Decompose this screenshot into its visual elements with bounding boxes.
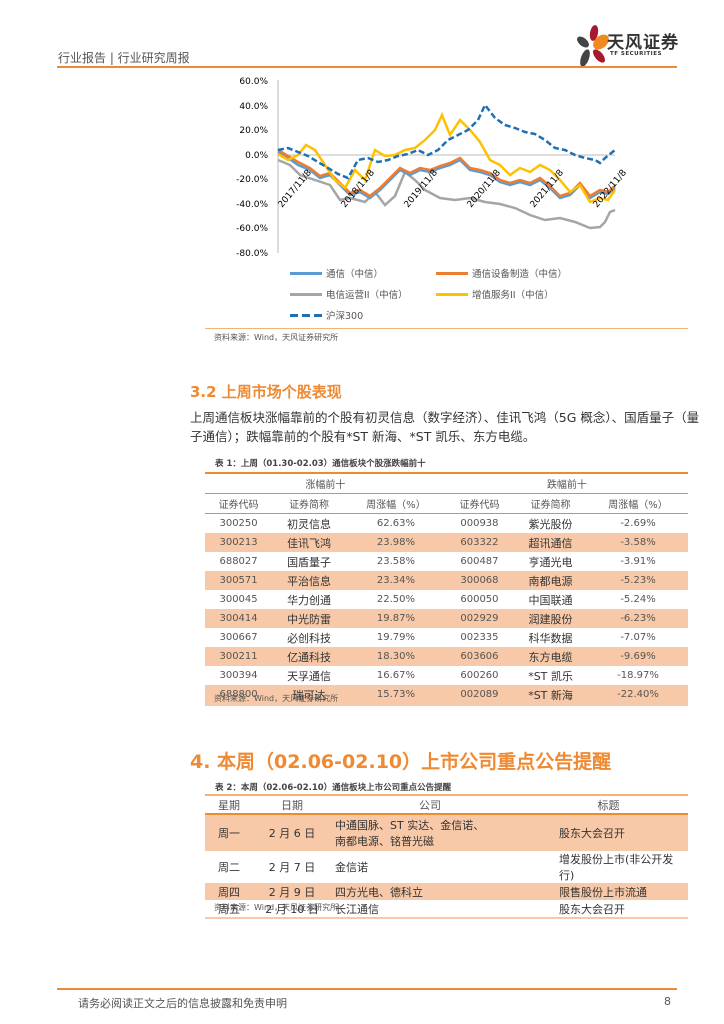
table1-caption: 表 1：上周（01.30-02.03）通信板块个股涨跌幅前十 — [215, 459, 426, 469]
figure-divider — [205, 328, 688, 329]
table1-source: 资料来源：Wind，天风证券研究所 — [214, 694, 339, 703]
logo-text-en: TF SECURITIES — [610, 51, 662, 57]
svg-text:-60.0%: -60.0% — [236, 224, 268, 234]
col-header: 证券代码 — [445, 493, 514, 514]
svg-text:-40.0%: -40.0% — [236, 200, 268, 210]
section-heading-3-2: 3.2 上周市场个股表现 — [190, 383, 342, 401]
col-header: 公司 — [331, 794, 529, 815]
legend-item-telecom-equipment: 通信设备制造（中信） — [436, 266, 567, 280]
page-number: 8 — [664, 995, 671, 1008]
logo-text-cn: 天风证券 — [607, 33, 679, 53]
table-row: 300250 初灵信息 62.63% 000938 紫光股份 -2.69% — [219, 517, 656, 531]
svg-text:20.0%: 20.0% — [239, 126, 268, 136]
series-telecom-ops — [277, 158, 616, 230]
table-group-header-row: 涨幅前十 跌幅前十 — [205, 472, 688, 494]
announcements-table: 星期 日期 公司 标题 周一 2 月 6 日 中通国脉、ST 实达、金信诺、 南都… — [205, 794, 688, 919]
table-row: 688027 国盾量子 23.58% 600487 亨通光电 -3.91% — [219, 555, 656, 569]
table-row: 300414 中光防雷 19.87% 002929 润建股份 -6.23% — [205, 609, 688, 628]
chart-source: 资料来源：Wind，天风证券研究所 — [214, 333, 339, 342]
table2-caption: 表 2：本周（02.06-02.10）通信板块上市公司重点公告提醒 — [215, 783, 452, 793]
svg-text:0.0%: 0.0% — [245, 151, 268, 161]
col-header: 证券简称 — [513, 493, 589, 514]
series-csi300 — [277, 102, 616, 180]
legend-item-csi300: 沪深300 — [290, 308, 363, 322]
table-row: 300394 天孚通信 16.67% 600260 *ST 凯乐 -18.97% — [219, 669, 659, 683]
section-heading-4: 4. 本周（02.06-02.10）上市公司重点公告提醒 — [190, 751, 612, 773]
legend-item-value-added: 增值服务II（中信） — [436, 287, 554, 301]
col-header: 星期 — [205, 794, 253, 815]
svg-text:2021/11/8: 2021/11/8 — [529, 168, 566, 210]
col-header: 证券代码 — [205, 493, 273, 514]
legend-item-telecom: 通信（中信） — [290, 266, 383, 280]
group-header-losers: 跌幅前十 — [445, 472, 688, 494]
legend-swatch — [290, 271, 322, 275]
svg-text:-80.0%: -80.0% — [236, 249, 268, 259]
svg-text:40.0%: 40.0% — [239, 102, 268, 112]
table-header-row: 证券代码 证券简称 周涨幅（%） 证券代码 证券简称 周涨幅（%） — [205, 493, 688, 514]
table-row: 300045 华力创通 22.50% 600050 中国联通 -5.24% — [219, 593, 656, 607]
report-category: 行业报告 | 行业研究周报 — [58, 51, 190, 65]
table-row: 300211 亿通科技 18.30% 603606 东方电缆 -9.69% — [205, 647, 688, 666]
table2-source: 资料来源：Wind，天风证券研究所 — [214, 903, 339, 912]
col-header: 周涨幅（%） — [588, 493, 688, 514]
logo-petals-icon — [577, 25, 609, 67]
top-movers-table: 涨幅前十 跌幅前十 证券代码 证券简称 周涨幅（%） 证券代码 证券简称 周涨幅… — [205, 472, 688, 706]
table-row: 300667 必创科技 19.79% 002335 科华数据 -7.07% — [219, 631, 656, 645]
svg-text:2022/11/8: 2022/11/8 — [592, 168, 629, 210]
group-header-gainers: 涨幅前十 — [205, 472, 446, 494]
tf-securities-logo — [574, 24, 684, 68]
col-header: 标题 — [529, 794, 688, 815]
svg-text:-20.0%: -20.0% — [236, 175, 268, 185]
footer-divider — [57, 988, 677, 990]
table-row: 300213 佳讯飞鸿 23.98% 603322 超讯通信 -3.58% — [205, 533, 688, 552]
legend-swatch-dashed — [290, 313, 322, 317]
series-value-added — [277, 111, 617, 204]
table-row: 688800 瑞可达 15.73% 002089 *ST 新海 -22.40% — [205, 685, 688, 706]
legend-swatch — [290, 292, 322, 296]
legend-swatch — [436, 292, 468, 296]
header-divider — [57, 66, 677, 68]
table-row: 周五 2 月 10 日 长江通信 股东大会召开 — [205, 900, 688, 919]
col-header: 周涨幅（%） — [346, 493, 446, 514]
table-row: 周二 2 月 7 日 金信诺 增发股份上市(非公开发行) — [218, 853, 674, 882]
col-header: 证券简称 — [272, 493, 346, 514]
industry-index-line-chart: 60.0% 40.0% 20.0% 0.0% -20.0% -40.0% -60… — [236, 77, 629, 259]
legend-swatch — [436, 271, 468, 275]
y-axis-ticks: 60.0% 40.0% 20.0% 0.0% -20.0% -40.0% -60… — [236, 77, 268, 259]
svg-text:2017/11/8: 2017/11/8 — [277, 168, 314, 210]
table-row: 周四 2 月 9 日 四方光电、德科立 限售股份上市流通 — [205, 883, 688, 900]
disclaimer-link: 请务必阅读正文之后的信息披露和免责申明 — [78, 997, 287, 1010]
table-row: 300571 平治信息 23.34% 300068 南都电源 -5.23% — [205, 571, 688, 590]
table-row: 周一 2 月 6 日 中通国脉、ST 实达、金信诺、 南都电源、铭普光磁 股东大会… — [205, 814, 688, 851]
table-header-row: 星期 日期 公司 标题 — [205, 794, 688, 815]
col-header: 日期 — [253, 794, 331, 815]
svg-text:60.0%: 60.0% — [239, 77, 268, 87]
series-telecom-equipment-manuf — [277, 148, 616, 198]
section-paragraph: 上周通信板块涨幅靠前的个股有初灵信息（数字经济）、佳讯飞鸿（5G 概念）、国盾量… — [190, 410, 700, 444]
legend-item-telecom-ops: 电信运营II（中信） — [290, 287, 408, 301]
